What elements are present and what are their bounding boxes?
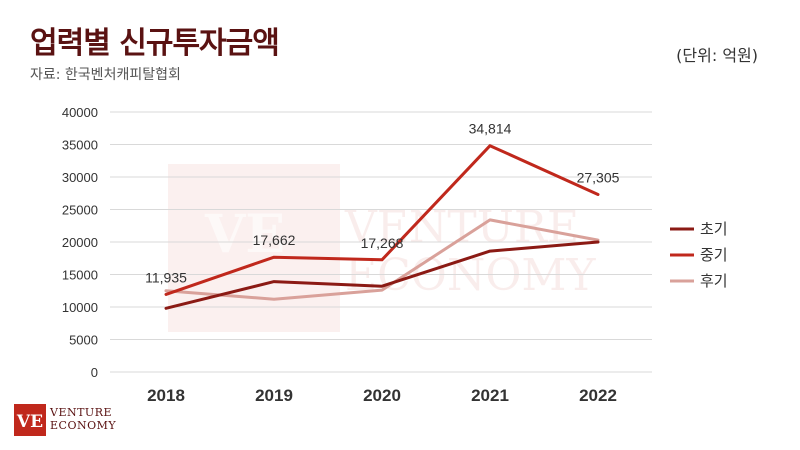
y-tick-label: 5000: [69, 333, 98, 348]
x-tick-label: 2020: [363, 386, 401, 405]
y-tick-label: 25000: [62, 203, 98, 218]
logo-line1: VENTURE: [50, 406, 113, 419]
series-line-0: [164, 240, 600, 310]
chart-title: 업력별 신규투자금액: [30, 26, 280, 61]
data-label: 17,268: [361, 235, 404, 251]
y-tick-label: 30000: [62, 170, 98, 185]
y-tick-label: 35000: [62, 138, 98, 153]
y-tick-label: 40000: [62, 105, 98, 120]
unit-note: (단위: 억원): [676, 46, 758, 65]
series-line-1: [164, 144, 600, 296]
x-axis-ticks: 2018 2019 2020 2021 2022: [147, 386, 617, 405]
series-lines: [164, 144, 600, 310]
y-axis-ticks: 0 5000 10000 15000 20000 25000 30000 35000 40000: [62, 105, 98, 380]
y-tick-label: 20000: [62, 235, 98, 250]
data-label: 27,305: [577, 170, 620, 186]
y-tick-label: 15000: [62, 268, 98, 283]
data-label: 34,814: [469, 121, 512, 137]
venture-economy-logo: VE VENTURE ECONOMY: [14, 404, 134, 440]
legend-label: 중기: [700, 246, 728, 264]
x-tick-label: 2019: [255, 386, 293, 405]
series-line-2: [164, 218, 600, 301]
ve-logo-icon: VE: [14, 404, 46, 436]
data-labels: 11,935 17,662 17,268 34,814 27,305: [145, 121, 620, 286]
x-tick-label: 2022: [579, 386, 617, 405]
logo-line2: ECONOMY: [50, 419, 117, 432]
source-note: 자료: 한국벤처캐피탈협회: [30, 67, 181, 83]
x-tick-label: 2018: [147, 386, 185, 405]
x-tick-label: 2021: [471, 386, 509, 405]
watermark-mark: VE: [204, 204, 285, 265]
legend-label: 후기: [700, 272, 728, 290]
data-label: 17,662: [253, 232, 296, 248]
legend-label: 초기: [700, 220, 728, 238]
watermark-line1: VENTURE: [344, 202, 579, 253]
grid: [110, 111, 652, 373]
y-tick-label: 10000: [62, 300, 98, 315]
watermark-block: [168, 164, 340, 332]
logo-mark: VE: [16, 412, 43, 432]
y-tick-label: 0: [91, 365, 98, 380]
data-label: 11,935: [145, 269, 187, 285]
